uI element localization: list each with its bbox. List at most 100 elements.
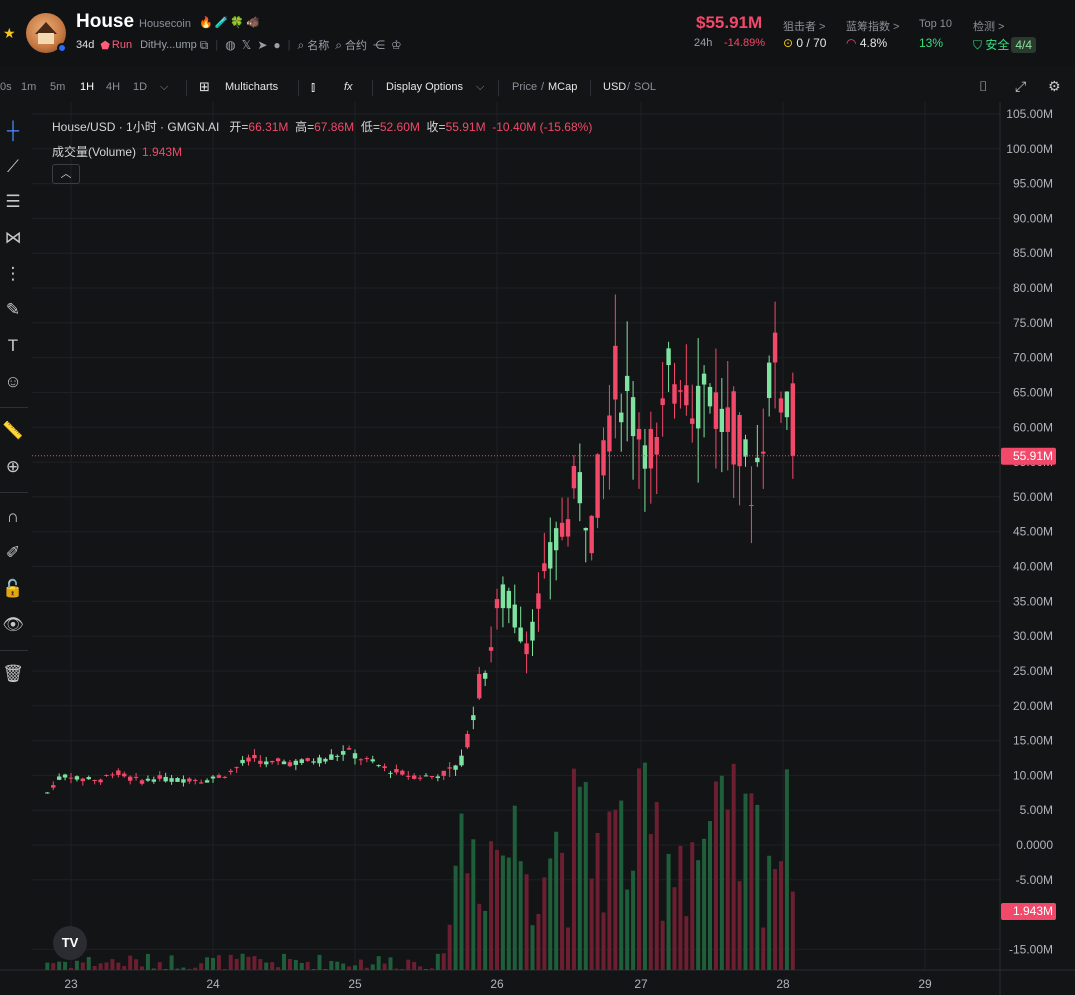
sol-toggle[interactable]: SOL (634, 81, 657, 93)
candle-body (181, 779, 186, 783)
collapse-legend-button[interactable]: ︿ (52, 164, 80, 184)
volume-bar (228, 954, 233, 970)
candle-body (447, 767, 452, 769)
interval-1m[interactable]: 1m (21, 81, 37, 93)
search-icon[interactable]: ⌕ (297, 37, 305, 52)
fullscreen-icon[interactable]: ⤢ (1015, 78, 1027, 94)
bluechip-label[interactable]: 蓝筹指数 > (846, 21, 900, 33)
divider (498, 80, 499, 96)
token-full-name: Housecoin (139, 18, 191, 30)
text-icon[interactable]: T (7, 336, 19, 355)
pattern-icon[interactable]: ⋈ (4, 228, 22, 247)
zoom-icon[interactable]: ⊕ (5, 457, 21, 476)
ruler-icon[interactable]: 📏 (2, 421, 24, 440)
mcap-toggle[interactable]: MCap (548, 81, 578, 93)
top10-label[interactable]: Top 10 (919, 18, 953, 30)
audit-label[interactable]: 检测 > (973, 21, 1005, 33)
candle-body (406, 775, 411, 777)
close-value: 55.91M (445, 120, 486, 134)
tradingview-logo[interactable]: TV (53, 926, 87, 960)
candle-body (370, 759, 375, 762)
candle-body (571, 465, 577, 489)
snipers-stat: ⊙ 0 / 70 (783, 36, 826, 50)
candle-body (346, 748, 352, 750)
run-icon: ⬟ (100, 39, 110, 52)
share-icon[interactable]: ⋲ (372, 38, 385, 52)
y-tick-label: 65.00M (1013, 385, 1053, 399)
x-icon[interactable]: 𝕏 (241, 38, 252, 52)
trendline-icon[interactable]: ⟋ (7, 157, 19, 176)
candle-body (666, 348, 671, 366)
eye-icon[interactable]: 👁 (2, 615, 24, 634)
candle-body (216, 775, 222, 778)
snipers-label[interactable]: 狙击者 > (783, 21, 826, 33)
volume-legend: 成交量(Volume) 1.943M (52, 143, 182, 160)
candle-body (624, 375, 630, 392)
volume-bar (471, 839, 476, 970)
candle-body (382, 766, 387, 768)
candle-body (305, 758, 310, 761)
token-address[interactable]: DitHy...ump (140, 39, 197, 51)
crown-icon[interactable]: ♔ (390, 38, 402, 52)
brush-icon[interactable]: ✎ (5, 300, 21, 319)
discord-icon[interactable]: ● (273, 38, 281, 52)
search-icon[interactable]: ⌕ (335, 37, 342, 52)
divider (372, 80, 373, 96)
interval-0s[interactable]: 0s (0, 81, 12, 93)
chevron-down-icon[interactable]: ⌵ (476, 81, 485, 93)
change-value: -10.40M (-15.68%) (492, 120, 593, 134)
y-tick-label: 15.00M (1013, 734, 1053, 748)
fib-icon[interactable]: ⋮ (4, 264, 22, 283)
candle-body (122, 773, 127, 777)
candle-body (583, 527, 588, 531)
interval-5m[interactable]: 5m (50, 81, 66, 93)
run-label[interactable]: Run (111, 39, 133, 51)
volume-bars (45, 762, 795, 970)
candle-body (784, 391, 790, 418)
candle-body (548, 542, 553, 569)
volume-bar (341, 963, 346, 970)
display-options-button[interactable]: Display Options (386, 81, 464, 93)
volume-bar (536, 913, 541, 970)
volume-bar (465, 873, 470, 970)
crosshair-icon[interactable]: ┼ (6, 121, 20, 140)
globe-icon[interactable]: ◍ (225, 38, 236, 52)
multicharts-button[interactable]: Multicharts (225, 81, 279, 93)
indicators-button[interactable]: fx (344, 81, 353, 93)
time-axis: 23 24 25 26 27 28 29 (64, 977, 932, 991)
change-value: -14.89% (724, 37, 765, 49)
volume-bar (122, 966, 127, 970)
add-chart-icon[interactable]: ⊞ (199, 79, 210, 94)
trash-icon[interactable]: 🗑 (2, 664, 24, 683)
volume-bar (134, 959, 139, 970)
interval-1h[interactable]: 1H (80, 81, 95, 93)
settings-icon[interactable]: ⚙ (1048, 78, 1061, 94)
usd-toggle[interactable]: USD (603, 81, 627, 93)
candles-icon[interactable]: ⫾ (311, 79, 316, 94)
last-price-tag (1001, 447, 1056, 465)
magnet-icon[interactable]: ∩ (6, 507, 20, 526)
volume-bar (412, 961, 417, 970)
divider (0, 650, 28, 651)
lock-icon[interactable]: 🔓 (2, 579, 24, 598)
name-search-link[interactable]: 名称 (307, 40, 330, 52)
candle-body (630, 397, 636, 437)
y-tick-label: 40.00M (1013, 560, 1053, 574)
telegram-icon[interactable]: ➤ (257, 38, 268, 52)
copy-icon[interactable]: ⧉ (199, 37, 209, 52)
lock-drawing-icon[interactable]: ✐ (5, 543, 21, 562)
contract-search-link[interactable]: 合约 (344, 40, 367, 52)
price-toggle[interactable]: Price (512, 81, 538, 93)
favorite-star-icon[interactable]: ★ (3, 25, 16, 41)
chevron-down-icon[interactable]: ⌵ (160, 81, 169, 93)
volume-label: 成交量(Volume) (52, 145, 137, 159)
volume-bar (175, 968, 180, 970)
horizontal-lines-icon[interactable]: ☰ (5, 192, 21, 211)
emoji-icon[interactable]: ☺ (4, 372, 22, 391)
interval-1d[interactable]: 1D (133, 81, 148, 93)
interval-4h[interactable]: 4H (106, 81, 121, 93)
volume-bar (660, 920, 665, 970)
candle-body (707, 386, 713, 407)
camera-icon[interactable]: ⌷ (979, 78, 988, 94)
